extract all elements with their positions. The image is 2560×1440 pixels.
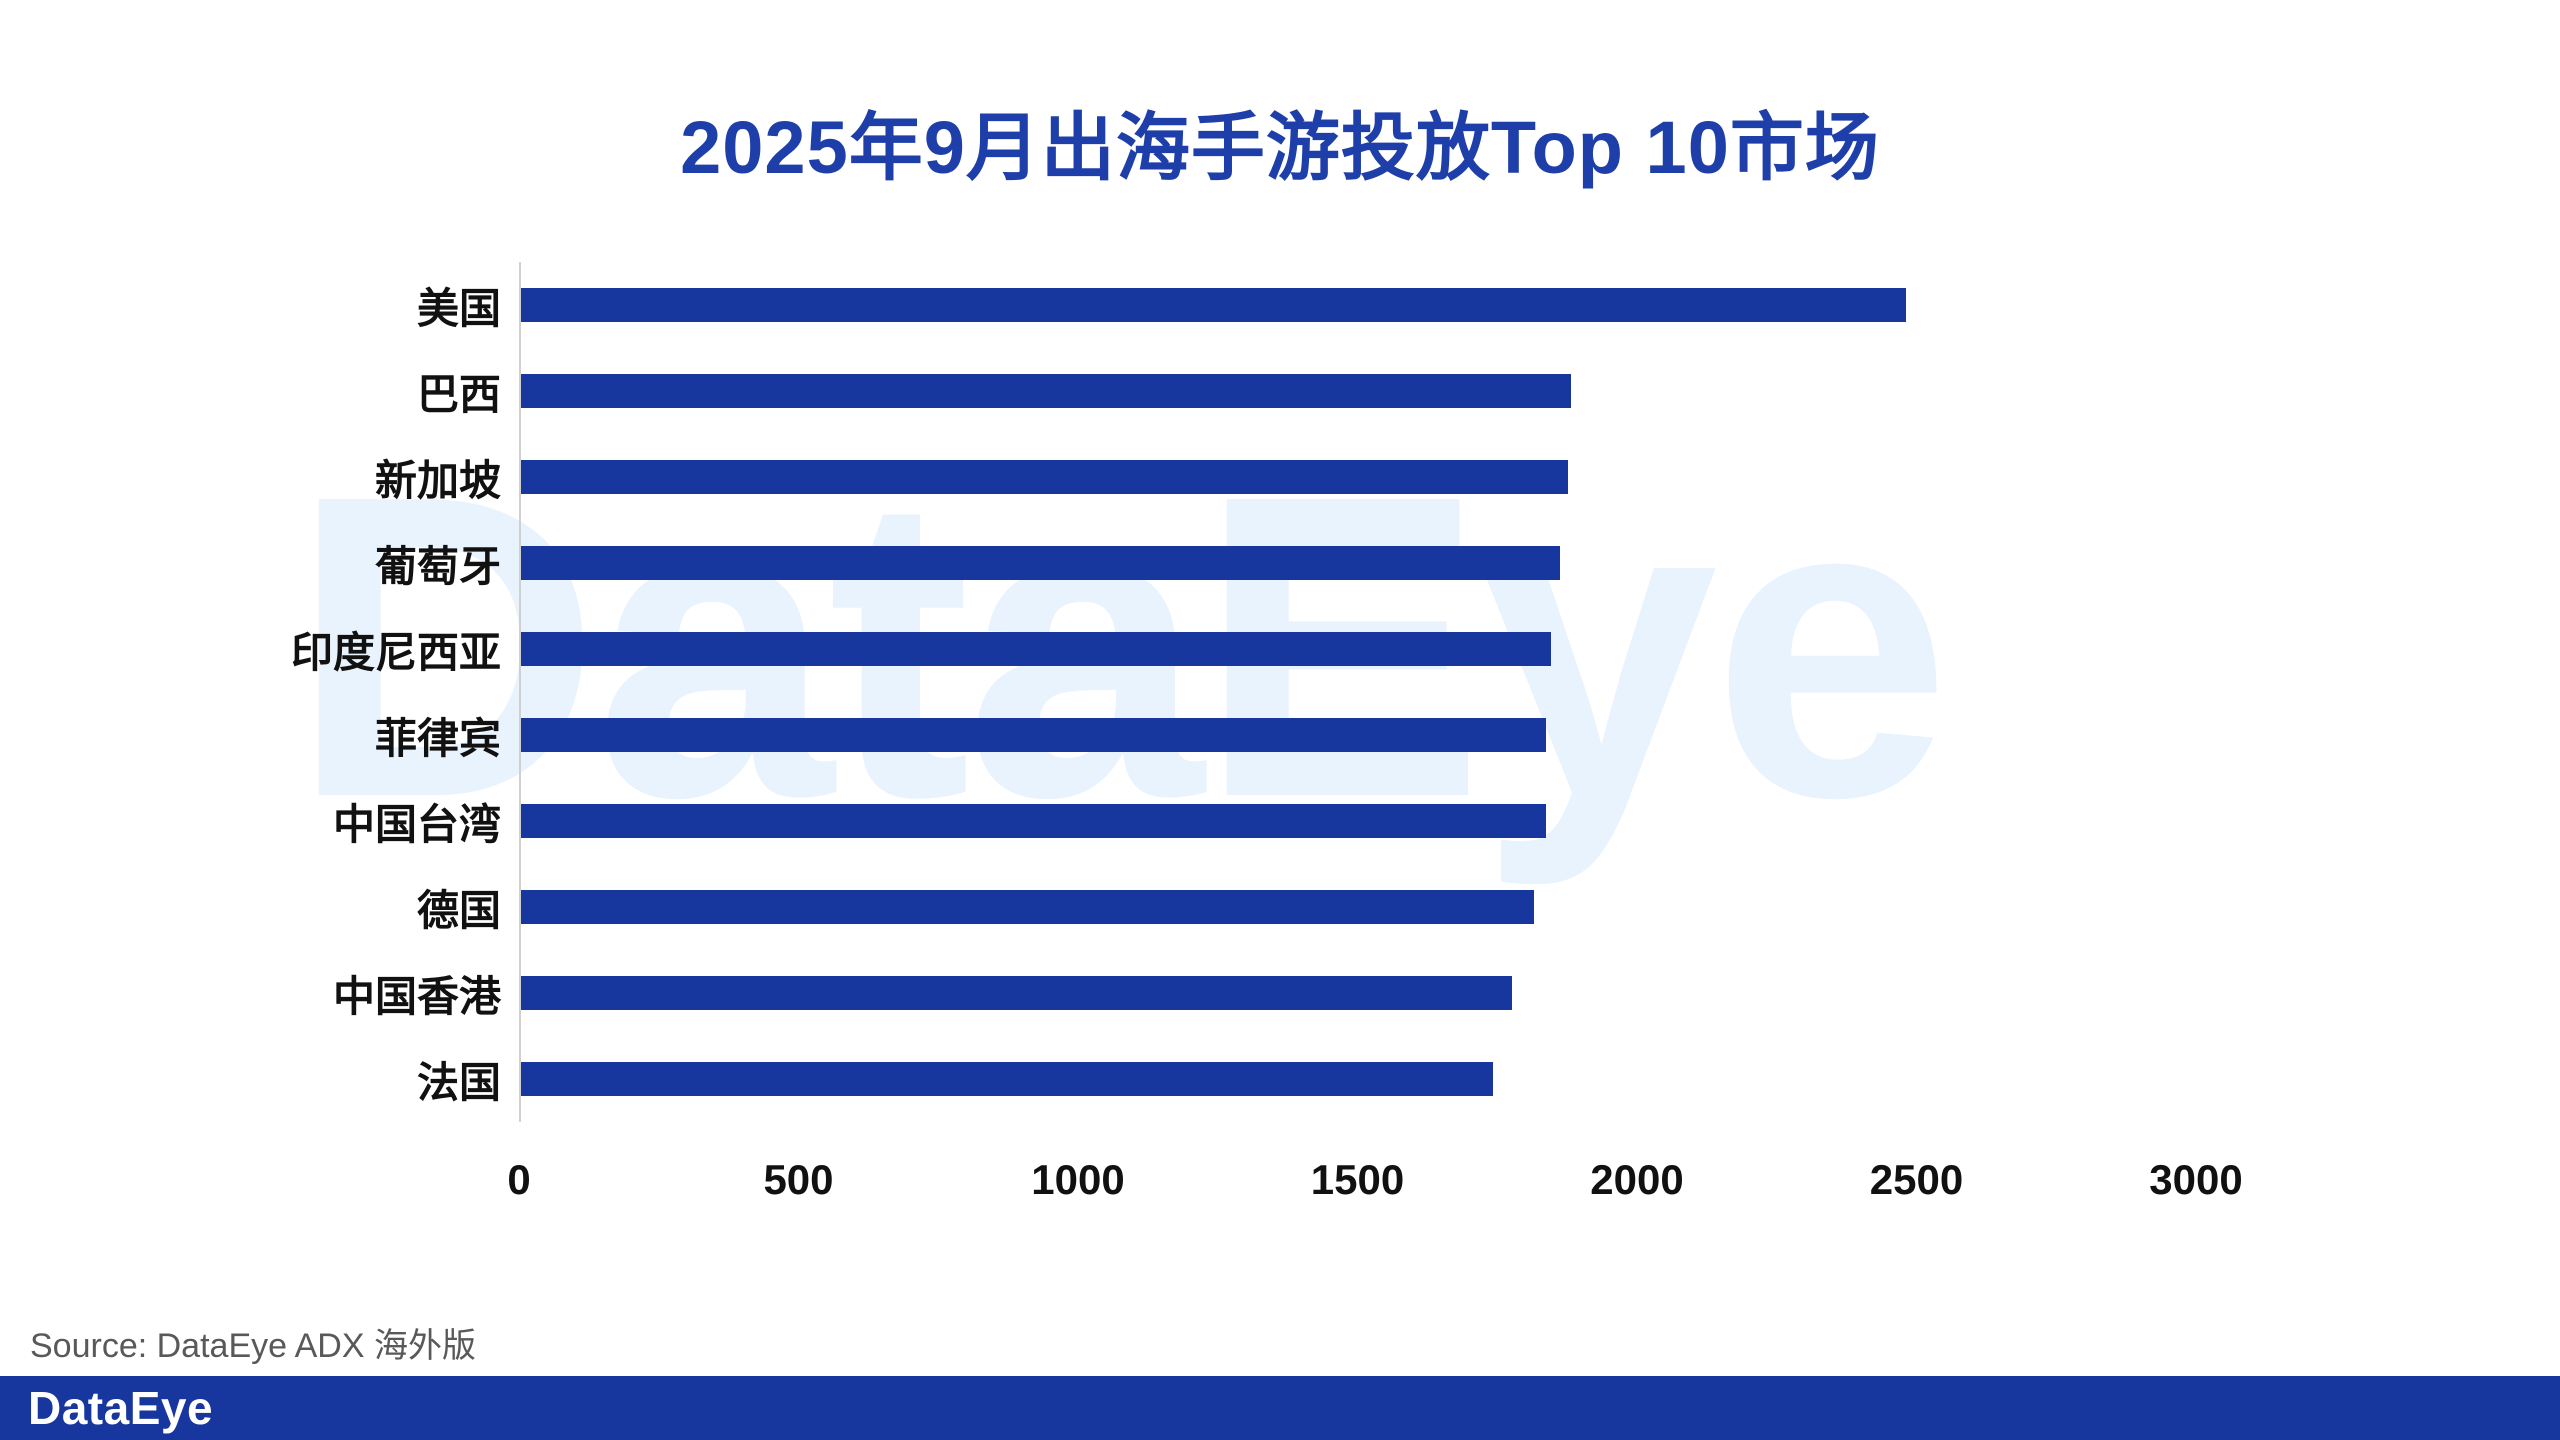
bar-row: 印度尼西亚 bbox=[291, 606, 2196, 692]
category-label: 巴西 bbox=[416, 370, 501, 418]
source-note: Source: DataEye ADX 海外版 bbox=[30, 1327, 476, 1365]
bar bbox=[521, 632, 1552, 666]
category-label: 中国台湾 bbox=[332, 800, 501, 848]
category-label: 葡萄牙 bbox=[374, 542, 501, 590]
bar-row: 葡萄牙 bbox=[375, 520, 2196, 606]
bar bbox=[521, 976, 1513, 1010]
x-tick-label: 0 bbox=[507, 1156, 531, 1203]
bar-row: 菲律宾 bbox=[375, 692, 2196, 778]
bar bbox=[521, 374, 1571, 408]
bar-row: 中国台湾 bbox=[333, 778, 2196, 864]
category-label: 美国 bbox=[416, 284, 501, 332]
bar-track bbox=[521, 288, 2196, 322]
bar bbox=[521, 804, 1546, 838]
bar-chart: 美国巴西新加坡葡萄牙印度尼西亚菲律宾中国台湾德国中国香港法国 0 500 1000 1… bbox=[0, 262, 2560, 1236]
bar-track bbox=[521, 1062, 2196, 1096]
bar-row: 法国 bbox=[417, 1036, 2196, 1122]
footer-bar: DataEye bbox=[0, 1376, 2560, 1440]
bar bbox=[521, 546, 1560, 580]
bar-track bbox=[521, 804, 2196, 838]
bar-track bbox=[521, 976, 2196, 1010]
bar-track bbox=[521, 632, 2196, 666]
category-label: 菲律宾 bbox=[374, 714, 501, 762]
x-tick-label: 3000 bbox=[2149, 1156, 2243, 1203]
bar-track bbox=[521, 374, 2196, 408]
category-label: 德国 bbox=[416, 886, 501, 934]
bar bbox=[521, 890, 1535, 924]
dataeye-logo: DataEye bbox=[28, 1382, 214, 1434]
category-label: 印度尼西亚 bbox=[290, 628, 501, 676]
x-tick-label: 2000 bbox=[1590, 1156, 1684, 1203]
bar-row: 德国 bbox=[417, 864, 2196, 950]
x-tick-label: 500 bbox=[763, 1156, 834, 1203]
category-label: 法国 bbox=[416, 1058, 501, 1106]
x-tick-label: 1000 bbox=[1031, 1156, 1125, 1203]
category-label: 新加坡 bbox=[374, 456, 501, 504]
x-tick-label: 1500 bbox=[1310, 1156, 1405, 1203]
bar-track bbox=[521, 718, 2196, 752]
bar-rows: 美国巴西新加坡葡萄牙印度尼西亚菲律宾中国台湾德国中国香港法国 bbox=[291, 262, 2196, 1122]
bar-track bbox=[521, 890, 2196, 924]
bar bbox=[521, 460, 1568, 494]
bar-row: 巴西 bbox=[417, 348, 2196, 434]
bar-track bbox=[521, 546, 2196, 580]
chart-title: 2025年9月出海手游投放Top 10市场 bbox=[680, 106, 1880, 189]
x-axis: 0 500 1000 1500 2000 2500 3000 bbox=[507, 1156, 2242, 1236]
bar-row: 新加坡 bbox=[375, 434, 2196, 520]
bar bbox=[521, 1062, 1493, 1096]
bar-track bbox=[521, 460, 2196, 494]
category-label: 中国香港 bbox=[332, 972, 501, 1020]
bar-row: 美国 bbox=[417, 262, 2196, 348]
bar bbox=[521, 288, 1906, 322]
x-tick-label: 2500 bbox=[1869, 1156, 1964, 1203]
bar bbox=[521, 718, 1546, 752]
bar-row: 中国香港 bbox=[333, 950, 2196, 1036]
